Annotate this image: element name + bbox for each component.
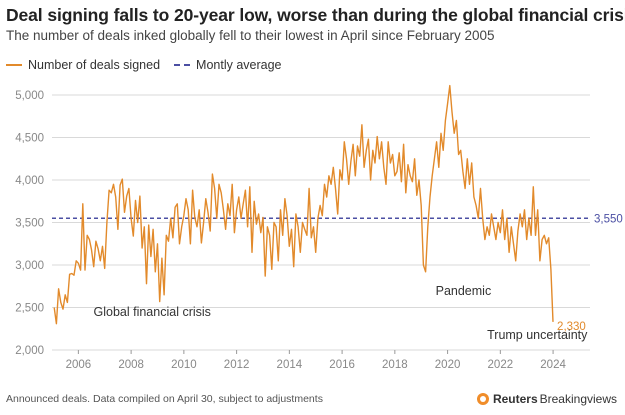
legend-swatch-deals [6,64,22,66]
line-chart: 2,000 2,500 3,000 3,500 4,000 4,500 5,000 2006 2… [15,84,623,371]
legend-item-deals: Number of deals signed [6,58,160,72]
average-layer: 3,550 [52,213,623,225]
brand-logo: Reuters Breakingviews [476,392,617,406]
legend-label-average: Montly average [196,58,282,72]
y-tick-label: 4,000 [15,175,44,187]
x-tick-label: 2022 [488,359,514,371]
y-tick-label: 3,000 [15,260,44,272]
chart-annotation: Global financial crisis [94,305,211,319]
x-tick-label: 2014 [277,359,303,371]
chart-footnote: Announced deals. Data compiled on April … [6,393,323,405]
y-tick-label: 2,500 [15,303,44,315]
y-tick-label: 4,500 [15,133,44,145]
legend-label-deals: Number of deals signed [28,58,161,72]
x-tick-label: 2024 [540,359,566,371]
chart-legend: Number of deals signed Montly average [6,58,296,72]
legend-item-average: Montly average [174,58,282,72]
y-tick-label: 5,000 [15,90,44,102]
grid-layer: 2,000 2,500 3,000 3,500 4,000 4,500 5,000 2006 2… [15,90,590,371]
y-tick-label: 3,500 [15,218,44,230]
x-tick-label: 2008 [118,359,144,371]
series-layer [53,84,554,325]
legend-swatch-average [174,64,191,66]
chart-annotation: Pandemic [436,284,492,298]
x-tick-label: 2006 [66,359,92,371]
reuters-logo-icon [476,393,489,405]
last-value-label: 2,330 [557,321,586,333]
x-tick-label: 2012 [224,359,250,371]
x-tick-label: 2018 [382,359,408,371]
brand-name-rest: Breakingviews [539,392,617,406]
x-tick-label: 2016 [329,359,355,371]
chart-title: Deal signing falls to 20-year low, worse… [6,5,625,25]
y-tick-label: 2,000 [15,345,44,357]
chart-annotation: Trump uncertainty [487,328,588,342]
average-value-label: 3,550 [594,213,623,225]
chart-subtitle: The number of deals inked globally fell … [6,28,495,43]
deals-series-line [53,84,554,325]
brand-name-bold: Reuters [492,392,538,406]
x-tick-label: 2010 [171,359,197,371]
x-tick-label: 2020 [435,359,461,371]
